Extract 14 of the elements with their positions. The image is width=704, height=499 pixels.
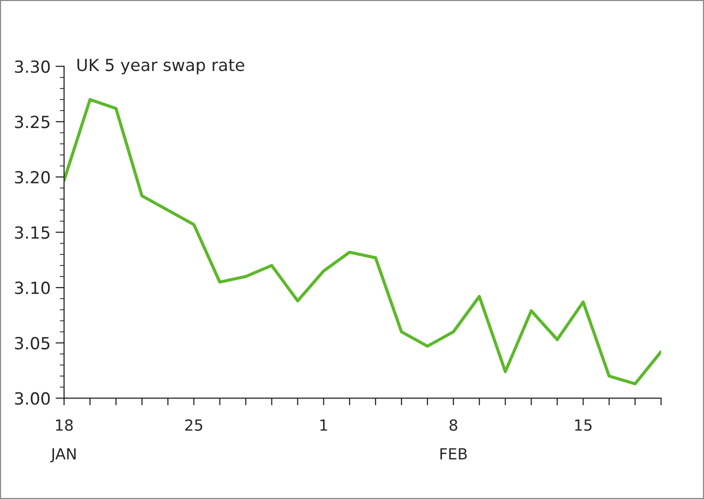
y-tick-label: 3.15	[15, 226, 50, 239]
y-tick-label: 3.00	[15, 392, 50, 405]
y-tick-label: 3.05	[15, 336, 50, 350]
x-tick-label: 15	[575, 420, 592, 431]
y-tick-label: 3.10	[15, 282, 50, 294]
y-tick-label: 3.30	[15, 60, 50, 73]
y-tick-label: 3.25	[15, 116, 50, 128]
x-tick-label: 1	[320, 420, 328, 431]
line-series	[64, 98, 662, 386]
y-tick-label: 3.20	[15, 170, 50, 184]
chart-title: UK 5 year swap rate	[77, 58, 244, 74]
x-tick-label: 8 FEB	[440, 419, 467, 460]
x-tick-label: 18 JAN	[50, 419, 76, 462]
x-tick-label: 25	[185, 419, 202, 431]
